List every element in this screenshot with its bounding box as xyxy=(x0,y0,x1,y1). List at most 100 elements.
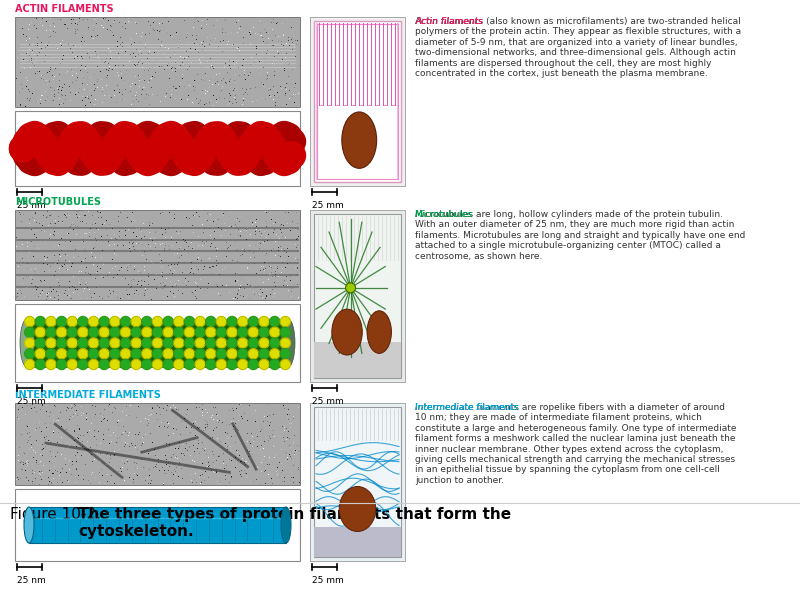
Bar xyxy=(114,250,115,251)
Circle shape xyxy=(154,147,181,174)
Bar xyxy=(81,449,82,450)
Bar xyxy=(144,80,145,81)
Bar xyxy=(26,77,27,79)
Bar xyxy=(233,429,234,430)
Bar xyxy=(152,473,153,475)
Bar xyxy=(39,471,40,472)
Circle shape xyxy=(18,147,44,174)
Bar xyxy=(184,239,185,241)
Text: MICROTUBULES: MICROTUBULES xyxy=(15,197,101,207)
Circle shape xyxy=(131,359,142,370)
Bar xyxy=(54,76,55,77)
Bar xyxy=(158,23,159,24)
Bar xyxy=(30,243,31,244)
Bar xyxy=(278,247,279,248)
Bar xyxy=(36,58,37,59)
Text: 25 mm: 25 mm xyxy=(312,201,344,210)
Bar xyxy=(229,42,230,43)
Bar xyxy=(44,231,45,232)
Circle shape xyxy=(33,136,60,163)
Bar xyxy=(116,52,117,53)
Bar xyxy=(138,413,139,415)
Bar xyxy=(135,467,136,468)
Bar xyxy=(74,484,75,485)
Bar xyxy=(183,289,185,290)
Circle shape xyxy=(278,128,306,155)
Bar xyxy=(105,89,106,91)
Circle shape xyxy=(220,145,247,172)
Bar xyxy=(274,56,275,57)
Bar xyxy=(42,95,43,96)
Circle shape xyxy=(248,338,258,348)
Circle shape xyxy=(206,316,216,326)
Bar xyxy=(124,470,125,472)
Bar xyxy=(230,95,231,96)
Bar xyxy=(182,293,183,294)
Bar xyxy=(93,248,94,249)
Bar xyxy=(209,267,210,268)
Bar xyxy=(264,456,265,457)
Bar xyxy=(265,483,266,484)
Circle shape xyxy=(130,146,158,173)
Bar xyxy=(39,91,40,92)
Circle shape xyxy=(131,327,142,337)
Circle shape xyxy=(162,124,189,151)
Bar xyxy=(87,95,88,97)
Bar xyxy=(252,222,253,223)
Text: INTERMEDIATE FILAMENTS: INTERMEDIATE FILAMENTS xyxy=(15,390,161,400)
Bar xyxy=(272,71,274,73)
Bar xyxy=(38,484,39,485)
Circle shape xyxy=(150,128,177,155)
Bar xyxy=(184,86,186,87)
Bar xyxy=(279,466,280,467)
Bar xyxy=(269,21,270,22)
Circle shape xyxy=(270,148,298,175)
Bar xyxy=(176,242,177,243)
Bar xyxy=(47,211,48,212)
Bar xyxy=(178,248,179,249)
Bar xyxy=(288,37,289,38)
Circle shape xyxy=(25,316,34,326)
Bar xyxy=(141,290,142,292)
Bar xyxy=(202,409,203,410)
Bar xyxy=(236,102,237,103)
Circle shape xyxy=(60,126,87,153)
Bar xyxy=(222,283,223,284)
Circle shape xyxy=(216,338,226,348)
Bar xyxy=(155,435,157,436)
Circle shape xyxy=(46,349,56,359)
Bar xyxy=(20,462,21,463)
Bar xyxy=(153,76,154,77)
Circle shape xyxy=(146,135,173,162)
Bar xyxy=(216,460,218,461)
Bar xyxy=(33,52,34,53)
Bar xyxy=(197,51,198,52)
Bar xyxy=(85,104,86,106)
Bar xyxy=(263,266,264,267)
Circle shape xyxy=(153,327,162,337)
Circle shape xyxy=(174,127,200,154)
Circle shape xyxy=(259,136,286,163)
Bar xyxy=(262,451,263,452)
Bar xyxy=(187,219,188,220)
Circle shape xyxy=(87,122,114,149)
Bar xyxy=(82,100,83,101)
Bar xyxy=(115,408,116,409)
Bar xyxy=(267,239,268,241)
Circle shape xyxy=(57,327,66,337)
Circle shape xyxy=(126,129,154,156)
Circle shape xyxy=(14,128,40,155)
Circle shape xyxy=(57,316,66,326)
Bar xyxy=(265,416,266,418)
Bar xyxy=(232,103,233,104)
Bar xyxy=(296,239,298,240)
Circle shape xyxy=(174,327,184,337)
Bar xyxy=(268,212,270,213)
Bar xyxy=(70,226,71,227)
Circle shape xyxy=(197,126,224,153)
Bar xyxy=(37,86,38,87)
Bar xyxy=(276,458,277,459)
Bar xyxy=(139,295,140,296)
Circle shape xyxy=(232,144,258,171)
Circle shape xyxy=(270,316,280,326)
